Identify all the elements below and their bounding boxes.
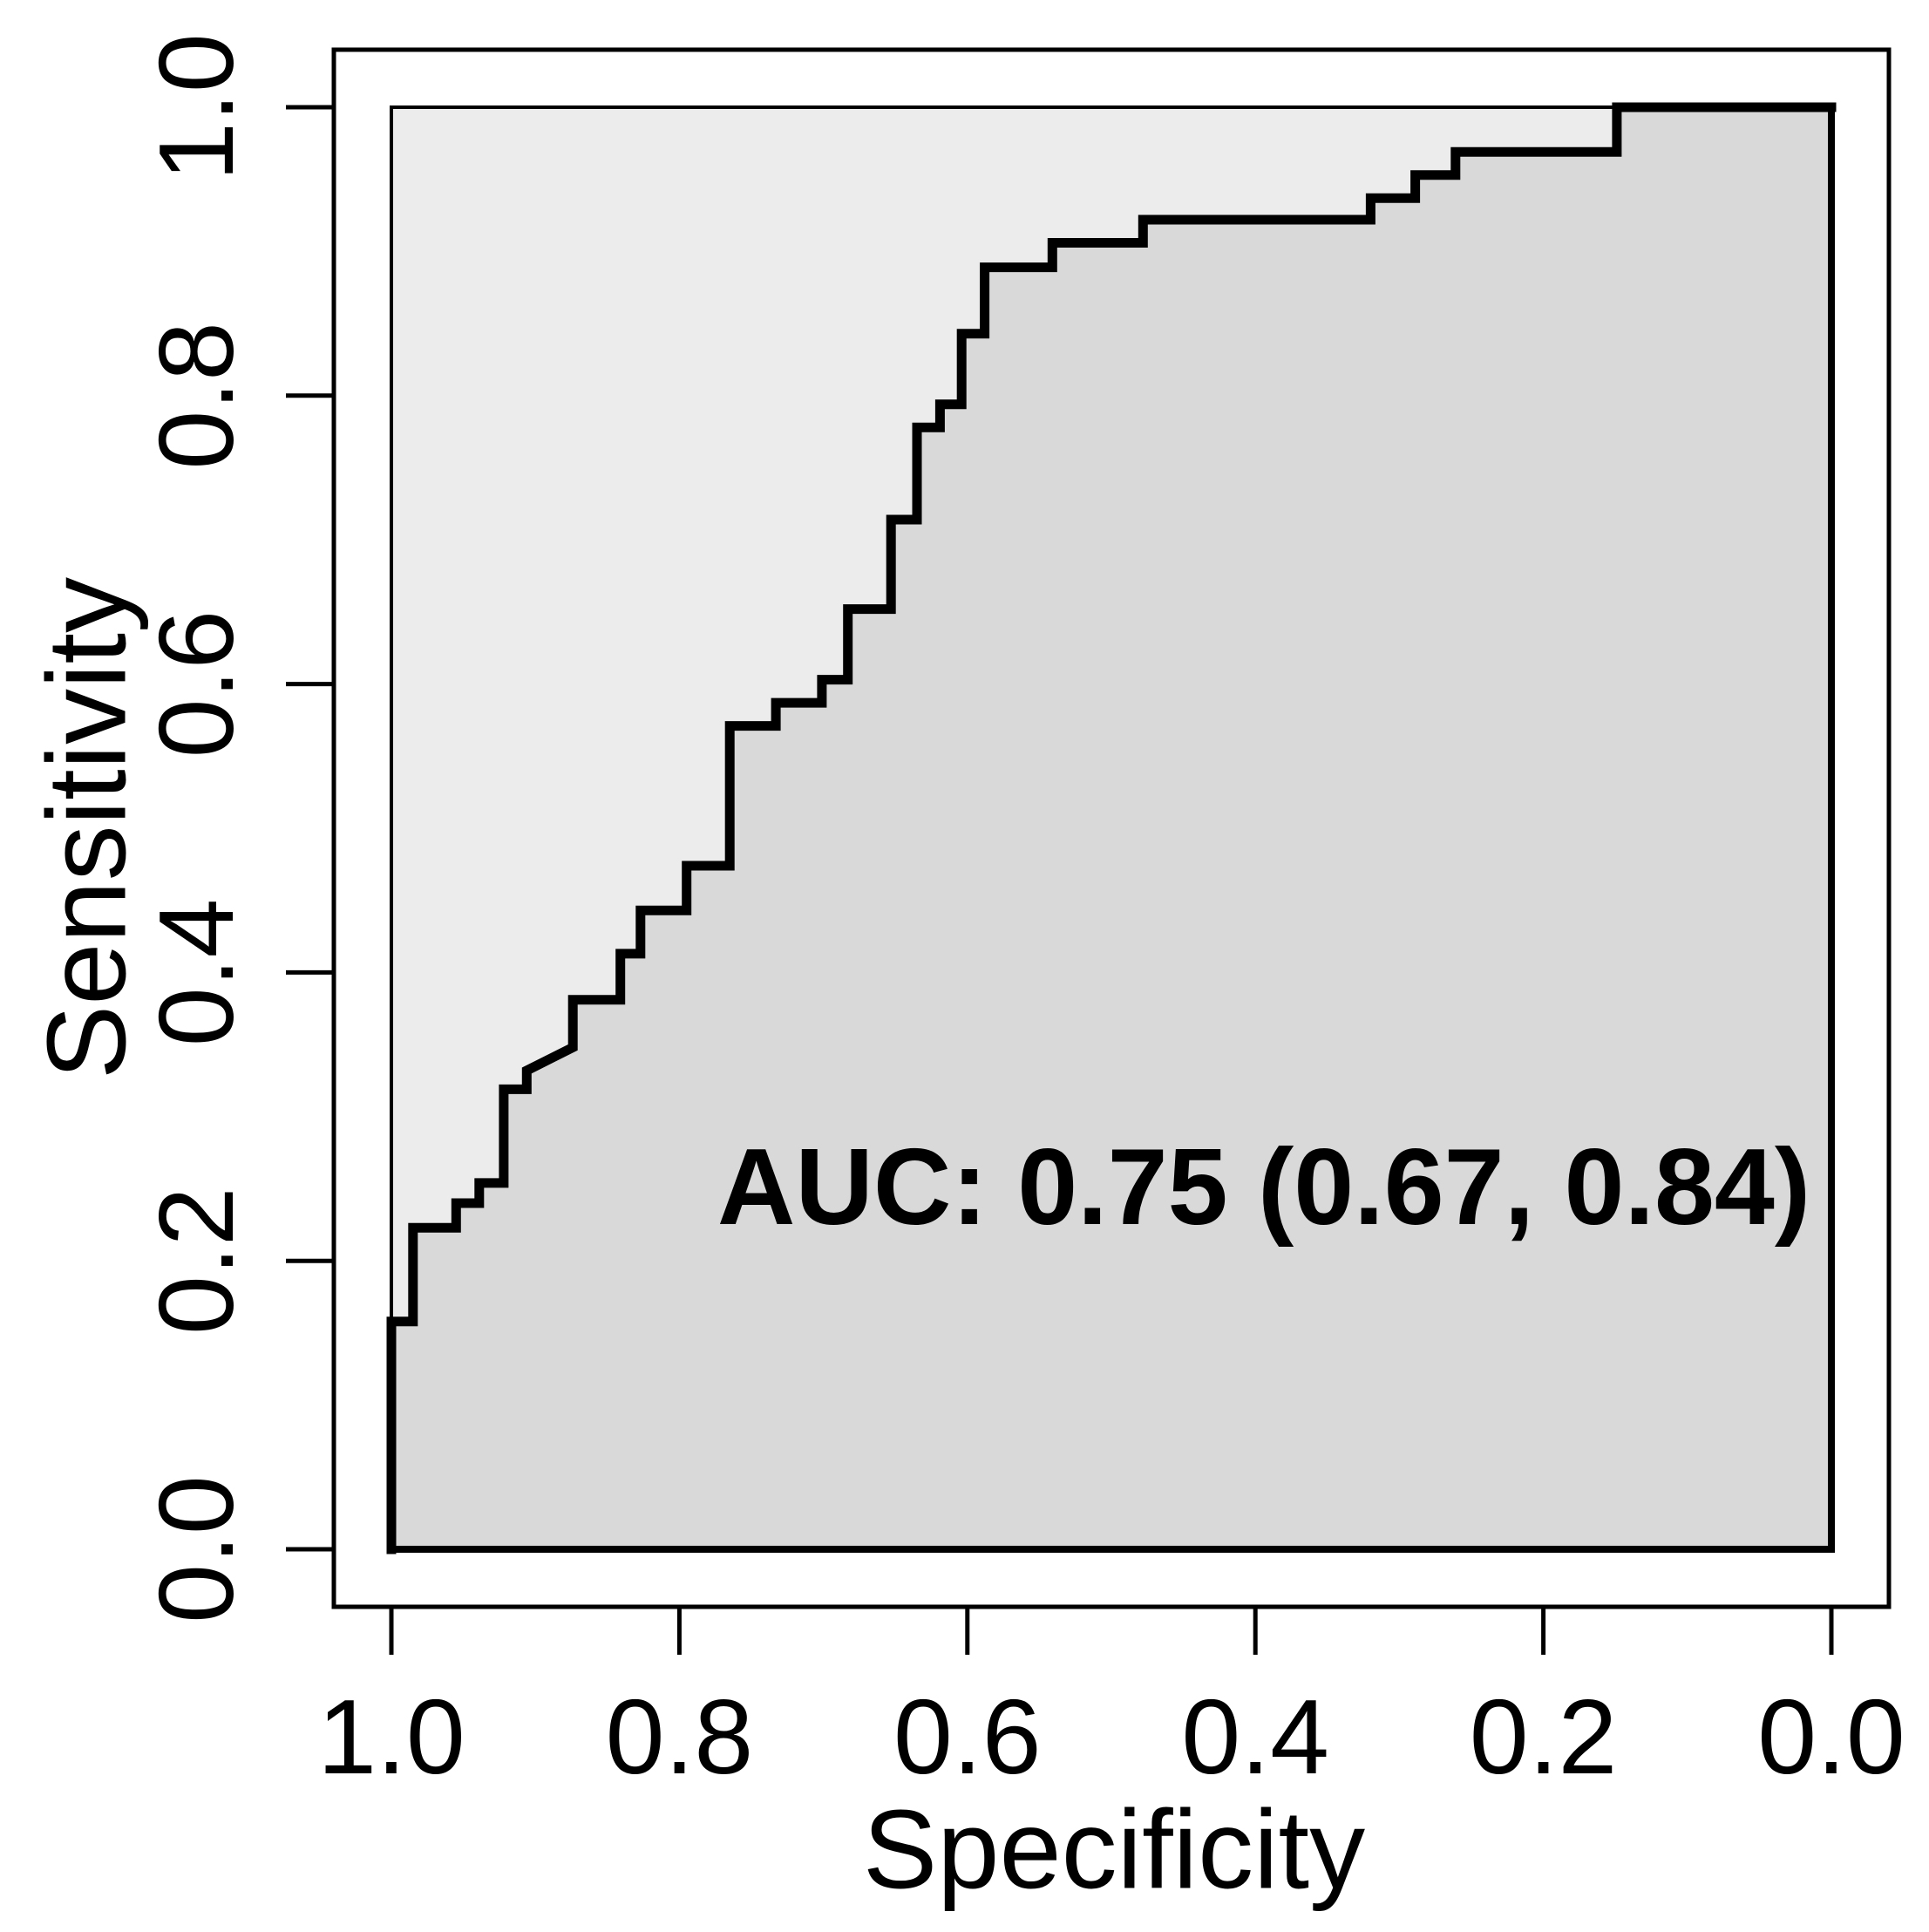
roc-curve xyxy=(386,102,1837,1554)
x-tick-label: 0.0 xyxy=(1757,1677,1905,1796)
y-axis-ticks: 0.0 0.2 0.4 0.6 0.8 1.0 xyxy=(137,33,334,1623)
x-tick-label: 1.0 xyxy=(317,1677,465,1796)
plot-border xyxy=(331,47,1892,1609)
x-axis-ticks: 1.0 0.8 0.6 0.4 0.2 0.0 xyxy=(317,1607,1905,1796)
x-tick-label: 0.6 xyxy=(893,1677,1042,1796)
y-tick-label: 1.0 xyxy=(137,33,255,181)
x-tick-label: 0.8 xyxy=(606,1677,754,1796)
x-tick-label: 0.2 xyxy=(1470,1677,1618,1796)
x-axis-title: Specificity xyxy=(863,1788,1365,1913)
y-tick-label: 0.0 xyxy=(137,1475,255,1623)
y-axis-title: Sensitivity xyxy=(25,577,150,1079)
y-tick-label: 0.8 xyxy=(137,322,255,470)
auc-annotation: AUC: 0.75 (0.67, 0.84) xyxy=(717,1127,1810,1248)
y-tick-label: 0.2 xyxy=(137,1187,255,1335)
y-tick-label: 0.4 xyxy=(137,899,255,1047)
y-tick-label: 0.6 xyxy=(137,610,255,759)
x-tick-label: 0.4 xyxy=(1181,1677,1329,1796)
